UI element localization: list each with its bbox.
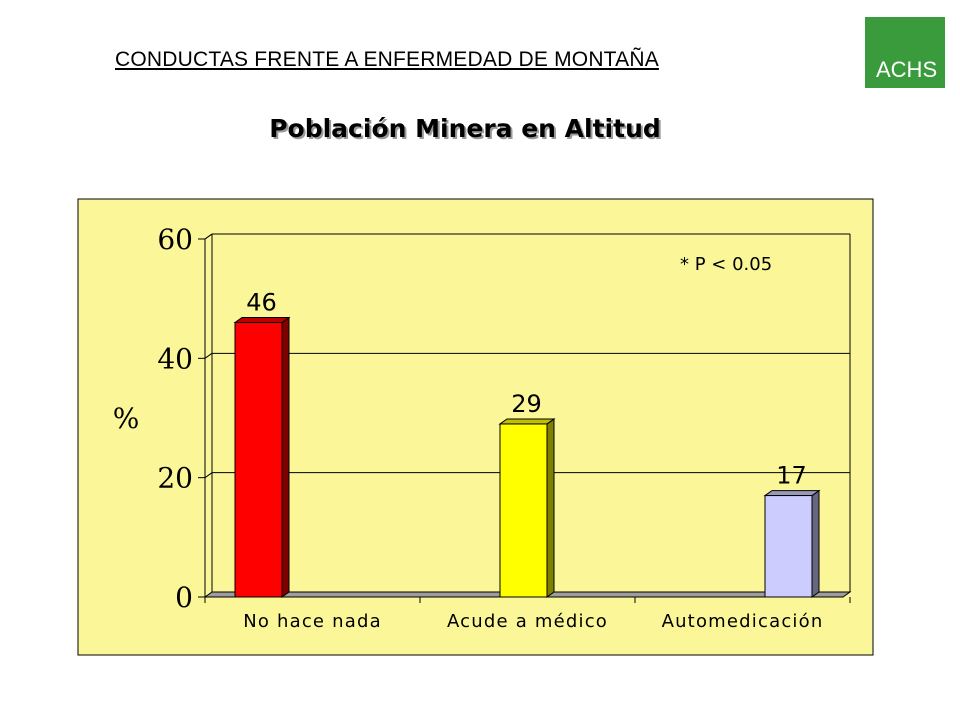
x-tick-label: No hace nada (243, 611, 382, 632)
y-tick-label: 20 (157, 462, 193, 495)
bar-top (763, 490, 821, 497)
data-label: 46 (246, 289, 277, 317)
y-tick-label: 60 (157, 223, 193, 256)
data-label: 17 (776, 462, 807, 490)
x-tick-label: Acude a médico (447, 611, 608, 632)
bar (234, 322, 283, 598)
x-tick-label: Automedicación (662, 611, 824, 632)
bar-side (546, 417, 555, 598)
bar-side (811, 489, 820, 598)
achs-logo-badge: ACHS (865, 17, 945, 88)
bar-side (281, 316, 290, 598)
bar (499, 423, 548, 598)
gridline-depth (204, 352, 213, 359)
gridline-depth (204, 233, 213, 240)
y-tick-label: 0 (175, 581, 193, 614)
chart-subtitle: Población Minera en Altitud (269, 114, 661, 143)
bar-top (233, 317, 291, 324)
data-label: 29 (511, 390, 542, 418)
bar (764, 495, 813, 598)
gridline-depth (204, 472, 213, 479)
plot-background (77, 198, 874, 656)
significance-annotation: * P < 0.05 (680, 254, 772, 275)
badge-label: ACHS (876, 57, 938, 82)
bar-top (498, 418, 556, 425)
page-title: CONDUCTAS FRENTE A ENFERMEDAD DE MONTAÑA (115, 48, 659, 71)
y-tick-label: 40 (157, 342, 193, 375)
y-axis-label: % (113, 402, 140, 435)
